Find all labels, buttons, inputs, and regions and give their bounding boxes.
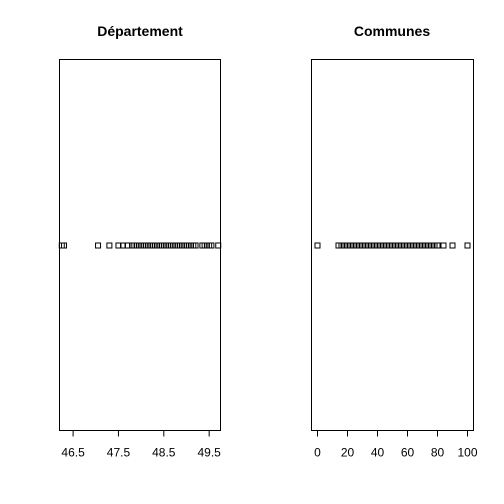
data-point-communes <box>434 242 441 249</box>
x-tick-label-communes: 80 <box>431 446 445 460</box>
data-point-communes <box>449 242 456 249</box>
x-tick-label-departement: 47.5 <box>107 446 131 460</box>
x-tick-label-departement: 48.5 <box>152 446 176 460</box>
chart-title-departement: Département <box>97 23 183 39</box>
plot-frame-departement <box>59 59 221 431</box>
data-point-departement <box>106 242 113 249</box>
x-tick-label-departement: 46.5 <box>61 446 85 460</box>
panel-communes: Communes 0 20 40 60 80 100 <box>311 23 478 460</box>
data-point-departement <box>215 242 222 249</box>
x-tick-label-communes: 60 <box>401 446 415 460</box>
panel-departement: Département 46.5 47.5 48.5 49.5 <box>58 23 222 460</box>
data-point-communes <box>440 242 447 249</box>
data-point-departement <box>95 242 102 249</box>
x-tick-label-communes: 20 <box>341 446 355 460</box>
data-point-departement <box>192 242 199 249</box>
data-point-departement <box>208 242 215 249</box>
data-point-departement <box>61 242 68 249</box>
x-tick-label-departement: 49.5 <box>197 446 221 460</box>
points-communes <box>314 242 471 249</box>
x-axis-departement: 46.5 47.5 48.5 49.5 <box>61 430 221 460</box>
x-tick-label-communes: 100 <box>457 446 477 460</box>
x-tick-label-communes: 0 <box>314 446 321 460</box>
x-axis-communes: 0 20 40 60 80 100 <box>314 430 478 460</box>
x-tick-label-communes: 40 <box>371 446 385 460</box>
chart-title-communes: Communes <box>354 23 430 39</box>
data-point-communes <box>464 242 471 249</box>
points-departement <box>58 242 222 249</box>
data-point-communes <box>314 242 321 249</box>
